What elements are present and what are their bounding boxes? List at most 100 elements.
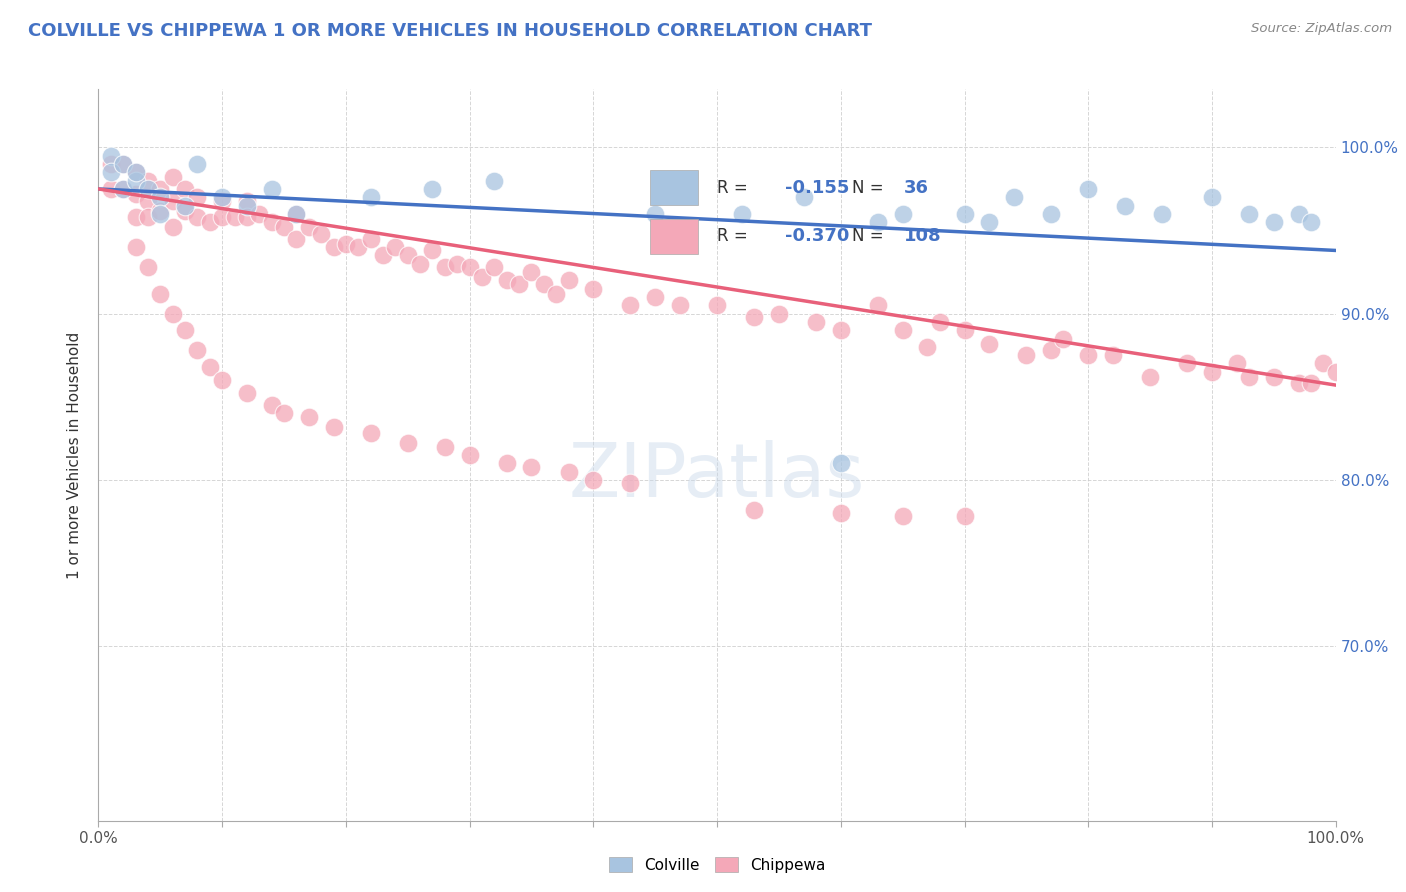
Point — [484, 260, 506, 274]
Point — [953, 323, 976, 337]
Text: COLVILLE VS CHIPPEWA 1 OR MORE VEHICLES IN HOUSEHOLD CORRELATION CHART: COLVILLE VS CHIPPEWA 1 OR MORE VEHICLES … — [28, 22, 872, 40]
Point — [1288, 376, 1310, 391]
Point — [1263, 369, 1285, 384]
Point — [582, 473, 605, 487]
Point — [247, 207, 270, 221]
Point — [1015, 348, 1038, 362]
Point — [162, 220, 184, 235]
Point — [1102, 348, 1125, 362]
Legend: Colville, Chippewa: Colville, Chippewa — [603, 851, 831, 879]
Point — [136, 194, 159, 208]
Point — [1139, 369, 1161, 384]
Point — [644, 290, 666, 304]
Text: N =: N = — [852, 227, 889, 244]
Point — [520, 459, 543, 474]
Point — [149, 203, 172, 218]
Point — [136, 210, 159, 224]
Text: Source: ZipAtlas.com: Source: ZipAtlas.com — [1251, 22, 1392, 36]
Point — [619, 298, 641, 312]
Point — [347, 240, 370, 254]
Point — [557, 273, 579, 287]
Point — [198, 215, 221, 229]
Point — [149, 286, 172, 301]
Point — [520, 265, 543, 279]
Point — [162, 194, 184, 208]
Point — [1226, 356, 1249, 370]
Point — [186, 157, 208, 171]
Point — [508, 277, 530, 291]
Point — [979, 215, 1001, 229]
Text: ZIPatlas: ZIPatlas — [569, 441, 865, 514]
Point — [953, 207, 976, 221]
Point — [124, 173, 146, 187]
Point — [979, 336, 1001, 351]
Point — [174, 203, 197, 218]
Point — [1263, 215, 1285, 229]
Point — [1288, 207, 1310, 221]
Point — [1201, 365, 1223, 379]
Point — [1237, 369, 1260, 384]
Point — [1052, 332, 1074, 346]
Point — [458, 448, 481, 462]
Point — [371, 248, 394, 262]
Point — [644, 207, 666, 221]
Point — [804, 315, 827, 329]
Text: R =: R = — [717, 227, 754, 244]
Point — [236, 198, 259, 212]
Point — [1077, 182, 1099, 196]
Point — [273, 220, 295, 235]
Point — [100, 182, 122, 196]
Point — [546, 286, 568, 301]
Point — [285, 232, 308, 246]
Point — [174, 182, 197, 196]
Point — [1040, 343, 1063, 358]
Point — [186, 190, 208, 204]
Point — [731, 207, 754, 221]
Point — [162, 307, 184, 321]
Text: 108: 108 — [904, 227, 941, 244]
Point — [917, 340, 939, 354]
Point — [224, 210, 246, 224]
Point — [198, 359, 221, 374]
Point — [211, 210, 233, 224]
Text: -0.155: -0.155 — [785, 179, 849, 197]
Text: -0.370: -0.370 — [785, 227, 849, 244]
Point — [495, 456, 517, 470]
Point — [309, 227, 332, 241]
FancyBboxPatch shape — [650, 170, 697, 205]
Point — [112, 157, 135, 171]
Point — [446, 257, 468, 271]
Point — [162, 170, 184, 185]
Point — [706, 298, 728, 312]
Point — [211, 190, 233, 204]
Point — [136, 173, 159, 187]
Point — [471, 270, 494, 285]
Point — [174, 323, 197, 337]
Point — [236, 210, 259, 224]
Point — [186, 210, 208, 224]
Point — [1299, 376, 1322, 391]
Y-axis label: 1 or more Vehicles in Household: 1 or more Vehicles in Household — [67, 331, 83, 579]
Text: R =: R = — [717, 179, 754, 197]
Point — [495, 273, 517, 287]
Point — [1175, 356, 1198, 370]
Point — [322, 419, 344, 434]
Point — [830, 506, 852, 520]
Point — [1312, 356, 1334, 370]
Point — [1040, 207, 1063, 221]
Point — [433, 440, 456, 454]
Point — [174, 198, 197, 212]
Point — [149, 182, 172, 196]
Point — [1299, 215, 1322, 229]
Point — [236, 194, 259, 208]
Text: N =: N = — [852, 179, 889, 197]
Point — [124, 186, 146, 201]
Point — [891, 323, 914, 337]
Point — [484, 173, 506, 187]
Point — [112, 182, 135, 196]
Point — [793, 190, 815, 204]
Point — [360, 426, 382, 441]
Point — [1152, 207, 1174, 221]
Point — [322, 240, 344, 254]
Point — [112, 182, 135, 196]
